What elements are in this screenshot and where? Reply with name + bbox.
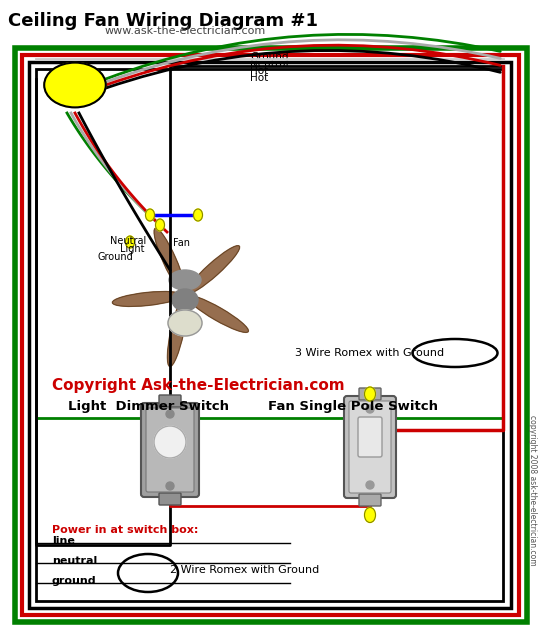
Text: 3 Wire Romex with Ground: 3 Wire Romex with Ground: [295, 348, 444, 358]
FancyBboxPatch shape: [141, 403, 199, 497]
Text: Light: Light: [120, 244, 144, 254]
FancyBboxPatch shape: [359, 388, 381, 400]
Ellipse shape: [168, 310, 202, 336]
Text: Ground: Ground: [98, 252, 134, 262]
Ellipse shape: [146, 209, 154, 221]
Text: Power in at switch box:: Power in at switch box:: [52, 525, 198, 535]
Text: line: line: [52, 536, 75, 546]
Circle shape: [166, 410, 174, 418]
Text: Light  Dimmer Switch: Light Dimmer Switch: [68, 400, 229, 413]
Ellipse shape: [112, 292, 182, 306]
Text: Hot: Hot: [250, 66, 268, 76]
Text: Fan: Fan: [173, 238, 190, 248]
FancyBboxPatch shape: [359, 494, 381, 506]
Circle shape: [166, 482, 174, 490]
Circle shape: [154, 426, 186, 458]
Text: Fan Single Pole Switch: Fan Single Pole Switch: [268, 400, 438, 413]
FancyBboxPatch shape: [159, 395, 181, 407]
Text: Hot: Hot: [250, 73, 268, 83]
FancyBboxPatch shape: [358, 417, 382, 457]
Circle shape: [366, 481, 374, 489]
FancyBboxPatch shape: [146, 408, 194, 492]
Ellipse shape: [44, 63, 106, 108]
Ellipse shape: [193, 209, 203, 221]
Ellipse shape: [187, 246, 240, 294]
Ellipse shape: [125, 236, 135, 248]
Text: www.ask-the-electrician.com: www.ask-the-electrician.com: [105, 26, 267, 36]
Text: Ground: Ground: [250, 52, 288, 62]
Ellipse shape: [154, 228, 185, 292]
FancyBboxPatch shape: [159, 493, 181, 505]
FancyBboxPatch shape: [349, 401, 391, 493]
Ellipse shape: [155, 219, 165, 231]
FancyBboxPatch shape: [344, 396, 396, 498]
Text: Neutral: Neutral: [110, 236, 146, 246]
Ellipse shape: [365, 508, 376, 523]
Ellipse shape: [172, 289, 198, 311]
Text: Copyright Ask-the-Electrician.com: Copyright Ask-the-Electrician.com: [52, 378, 344, 393]
Ellipse shape: [167, 298, 187, 367]
Ellipse shape: [187, 296, 249, 332]
Circle shape: [366, 405, 374, 413]
Ellipse shape: [169, 270, 201, 290]
Text: neutral: neutral: [52, 556, 97, 566]
Ellipse shape: [365, 387, 376, 401]
Text: ground: ground: [52, 576, 96, 586]
Text: Ceiling Fan Wiring Diagram #1: Ceiling Fan Wiring Diagram #1: [8, 12, 318, 30]
Text: Neutral: Neutral: [250, 59, 289, 69]
Text: 2 Wire Romex with Ground: 2 Wire Romex with Ground: [170, 565, 319, 575]
Text: copyright 2008 ask-the-electrician.com: copyright 2008 ask-the-electrician.com: [529, 415, 537, 565]
